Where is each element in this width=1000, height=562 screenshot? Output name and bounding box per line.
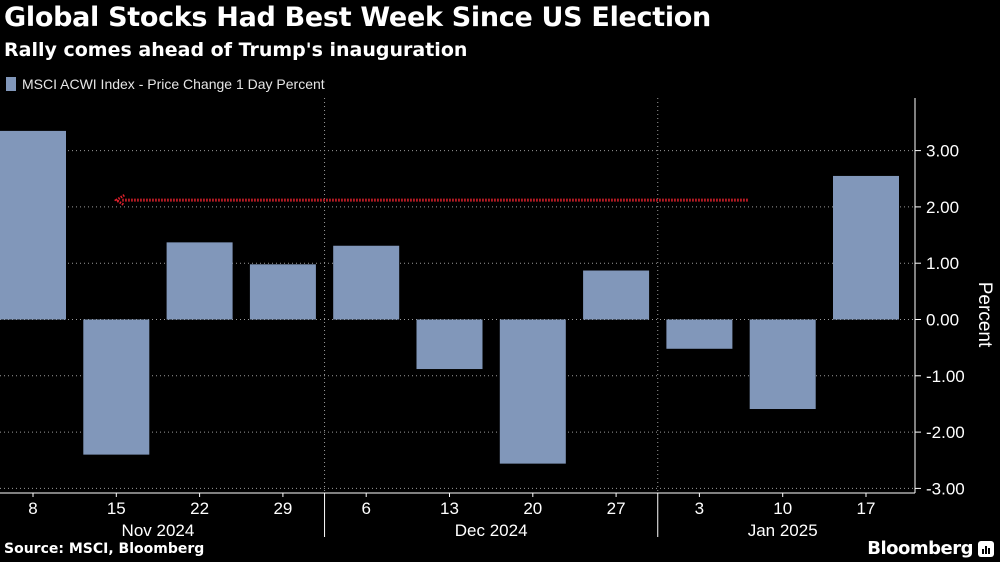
x-tick-label: 29 — [273, 499, 292, 518]
x-month-label: Dec 2024 — [455, 521, 528, 540]
x-month-label: Nov 2024 — [122, 521, 195, 540]
legend-swatch — [6, 77, 16, 91]
x-tick-label: 13 — [440, 499, 459, 518]
x-tick-label: 17 — [857, 499, 876, 518]
x-tick-label: 22 — [190, 499, 209, 518]
bar — [749, 319, 816, 410]
chart-subtitle: Rally comes ahead of Trump's inauguratio… — [4, 39, 468, 61]
x-tick-label: 8 — [28, 499, 37, 518]
bar — [666, 319, 733, 349]
y-tick-label: -3.00 — [926, 479, 965, 498]
bar — [0, 130, 66, 320]
bar — [166, 242, 233, 320]
x-tick-label: 10 — [773, 499, 792, 518]
bar — [333, 245, 400, 320]
legend-label: MSCI ACWI Index - Price Change 1 Day Per… — [22, 76, 325, 92]
x-tick-label: 27 — [607, 499, 626, 518]
bar — [833, 175, 899, 320]
x-month-label: Jan 2025 — [748, 521, 818, 540]
bar — [499, 319, 566, 464]
brand-label: Bloomberg — [867, 538, 973, 559]
y-tick-label: -2.00 — [926, 423, 965, 442]
source-note: Source: MSCI, Bloomberg — [4, 541, 205, 557]
bar — [83, 319, 150, 455]
x-tick-label: 3 — [695, 499, 704, 518]
y-tick-label: 2.00 — [926, 198, 959, 217]
x-tick-label: 6 — [361, 499, 370, 518]
bar — [249, 264, 316, 320]
bloomberg-terminal-icon — [978, 540, 994, 557]
x-tick-label: 15 — [107, 499, 126, 518]
y-tick-label: 3.00 — [926, 142, 959, 161]
y-axis-label: Percent — [974, 282, 995, 348]
x-tick-label: 20 — [523, 499, 542, 518]
bar — [416, 319, 483, 370]
annotation-arrow-head — [113, 194, 125, 207]
y-tick-label: 1.00 — [926, 254, 959, 273]
y-tick-label: 0.00 — [926, 311, 959, 330]
chart-title: Global Stocks Had Best Week Since US Ele… — [4, 2, 711, 33]
bar — [583, 270, 650, 320]
legend: MSCI ACWI Index - Price Change 1 Day Per… — [6, 76, 325, 92]
bloomberg-logo: Bloomberg — [867, 538, 994, 559]
y-tick-label: -1.00 — [926, 367, 965, 386]
